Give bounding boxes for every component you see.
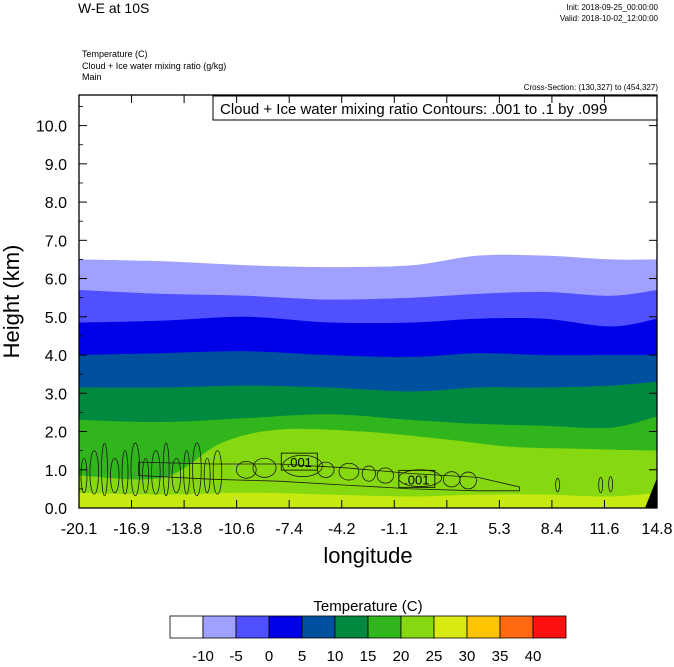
legend-swatch <box>499 615 534 639</box>
legend-label: -5 <box>229 648 242 665</box>
init-time: Init: 2018-09-25_00:00:00 <box>566 3 658 12</box>
y-tick-label: 1.0 <box>45 463 67 480</box>
legend-swatch <box>400 615 435 639</box>
x-tick-label: -10.6 <box>218 521 255 538</box>
field-label-temperature: Temperature (C) <box>82 49 148 59</box>
legend-label: 20 <box>393 648 410 665</box>
contour-label-1: .001 <box>404 472 429 487</box>
x-tick-label: -1.1 <box>380 521 408 538</box>
legend-swatch <box>466 615 501 639</box>
x-tick-label: 8.4 <box>541 521 563 538</box>
legend-label: 5 <box>298 648 306 665</box>
y-tick-label: 10.0 <box>36 119 67 136</box>
temperature-fill <box>79 254 657 508</box>
contour-line <box>252 457 277 478</box>
contour-line <box>171 457 182 494</box>
legend-label: 10 <box>327 648 344 665</box>
y-tick-label: 8.0 <box>45 195 67 212</box>
field-label-main: Main <box>82 72 102 82</box>
contour-line <box>338 462 360 481</box>
x-axis-label: longitude <box>323 543 412 568</box>
y-tick-label: 6.0 <box>45 272 67 289</box>
x-tick-label: 2.1 <box>436 521 458 538</box>
legend-swatch <box>301 615 336 639</box>
contour-info-label: Cloud + Ice water mixing ratio Contours:… <box>220 101 607 118</box>
contour-line <box>101 442 108 497</box>
chart-title: W-E at 10S <box>78 0 150 16</box>
contour-line <box>459 471 477 490</box>
contour-line <box>555 477 561 493</box>
legend-swatch <box>268 615 303 639</box>
temp-band-7 <box>79 492 657 508</box>
contour-line <box>608 476 614 493</box>
x-tick-label: 5.3 <box>488 521 510 538</box>
legend-swatch <box>235 615 270 639</box>
legend-swatch <box>169 615 204 639</box>
plot-frame <box>78 94 658 509</box>
y-tick-label: 9.0 <box>45 157 67 174</box>
legend-title: Temperature (C) <box>313 598 422 615</box>
legend-swatch <box>334 615 369 639</box>
legend-label: 25 <box>426 648 443 665</box>
x-tick-label: -13.8 <box>166 521 203 538</box>
contour-line <box>110 457 120 494</box>
y-axis-label: Height (km) <box>0 245 24 359</box>
y-tick-label: 4.0 <box>45 348 67 365</box>
legend-label: 40 <box>525 648 542 665</box>
terrain-shading <box>645 478 657 508</box>
x-tick-label: -16.9 <box>113 521 150 538</box>
contour-line <box>361 465 376 482</box>
field-label-cloud: Cloud + Ice water mixing ratio (g/kg) <box>82 61 227 71</box>
contour-line <box>212 450 223 495</box>
contour-line <box>203 457 211 494</box>
legend-label: 0 <box>265 648 273 665</box>
y-tick-label: 0.0 <box>45 501 67 518</box>
x-tick-label: -7.4 <box>275 521 303 538</box>
contour-line <box>80 457 88 494</box>
legend-swatch <box>532 615 567 639</box>
contour-label-box <box>280 452 318 471</box>
contour-line <box>598 477 604 494</box>
contour-label-box <box>398 469 436 488</box>
y-tick-label: 7.0 <box>45 233 67 250</box>
legend-swatch <box>367 615 402 639</box>
x-tick-label: -20.1 <box>61 521 98 538</box>
x-tick-label: 11.6 <box>589 521 619 538</box>
valid-time: Valid: 2018-10-02_12:00:00 <box>559 14 658 23</box>
contour-line <box>183 450 191 495</box>
contour-line <box>192 442 202 497</box>
x-tick-label: -4.2 <box>328 521 356 538</box>
contour-line <box>151 450 161 495</box>
contour-line <box>121 450 129 495</box>
cross-section-label: Cross-Section: (130,327) to (454,327) <box>523 83 658 92</box>
temp-band-6 <box>79 428 657 508</box>
contour-line <box>130 442 141 497</box>
legend-label: 15 <box>360 648 377 665</box>
contour-line <box>376 467 395 484</box>
legend-label: 35 <box>492 648 509 665</box>
cloud-contours <box>80 442 614 497</box>
contour-label-0: .001 <box>287 455 312 470</box>
y-tick-label: 3.0 <box>45 386 67 403</box>
y-tick-label: 2.0 <box>45 425 67 442</box>
contour-line <box>235 460 257 479</box>
contour-line <box>162 442 170 497</box>
contour-info-box <box>212 95 658 121</box>
legend-swatch <box>202 615 237 639</box>
contour-line <box>138 461 520 492</box>
y-tick-label: 5.0 <box>45 310 67 327</box>
contour-line <box>282 454 323 478</box>
contour-line <box>89 450 99 495</box>
x-tick-label: 14.8 <box>641 521 672 538</box>
legend-label: -10 <box>192 648 214 665</box>
legend-label: 30 <box>459 648 476 665</box>
legend-swatch <box>433 615 468 639</box>
